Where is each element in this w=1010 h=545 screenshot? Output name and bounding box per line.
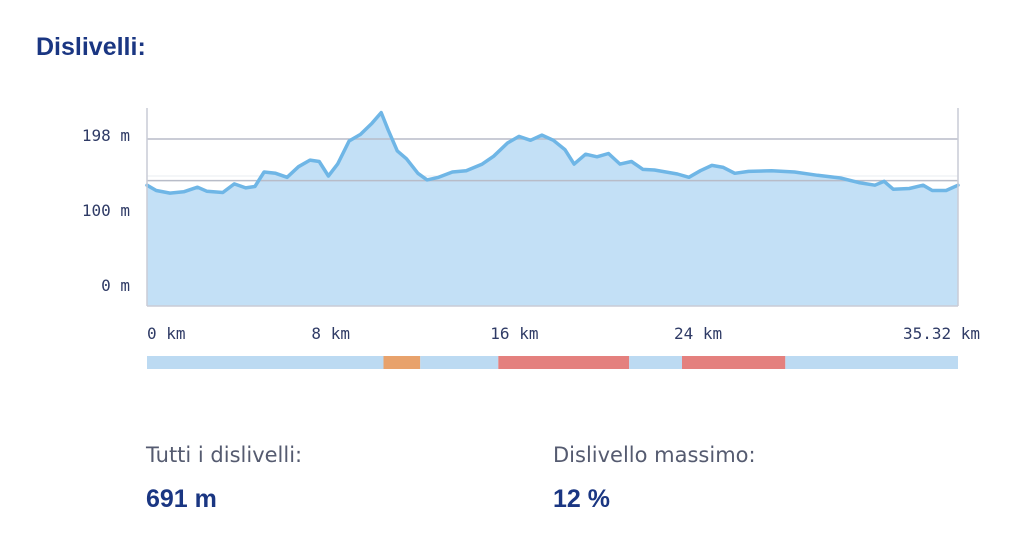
max-gradient-label: Dislivello massimo: xyxy=(553,443,756,467)
gradient-bar-segment xyxy=(629,356,683,369)
y-tick-label: 0 m xyxy=(101,276,130,295)
y-tick-label: 100 m xyxy=(82,201,130,220)
gradient-bar-segment xyxy=(682,356,786,369)
y-tick-label: 198 m xyxy=(82,126,130,145)
page-title: Dislivelli: xyxy=(36,33,146,61)
max-gradient-value: 12 % xyxy=(553,485,610,513)
x-tick-label: 0 km xyxy=(147,324,186,343)
gradient-bar-segment xyxy=(498,356,630,369)
gradient-bar-segment xyxy=(383,356,421,369)
elevation-area xyxy=(147,112,958,306)
x-tick-label: 16 km xyxy=(490,324,538,343)
gradient-bar-segment xyxy=(147,356,384,369)
x-tick-label: 35.32 km xyxy=(903,324,980,343)
elevation-profile-chart[interactable]: 198 m 100 m 0 m 0 km 8 km 16 km 24 km 35.32 km xyxy=(0,0,1010,400)
gradient-bar-segment xyxy=(420,356,499,369)
x-tick-label: 24 km xyxy=(674,324,722,343)
elevation-line xyxy=(145,110,960,195)
x-tick-label: 8 km xyxy=(311,324,350,343)
total-elevation-value: 691 m xyxy=(146,485,217,513)
total-elevation-label: Tutti i dislivelli: xyxy=(146,443,303,467)
gradient-bar-segment xyxy=(785,356,958,369)
